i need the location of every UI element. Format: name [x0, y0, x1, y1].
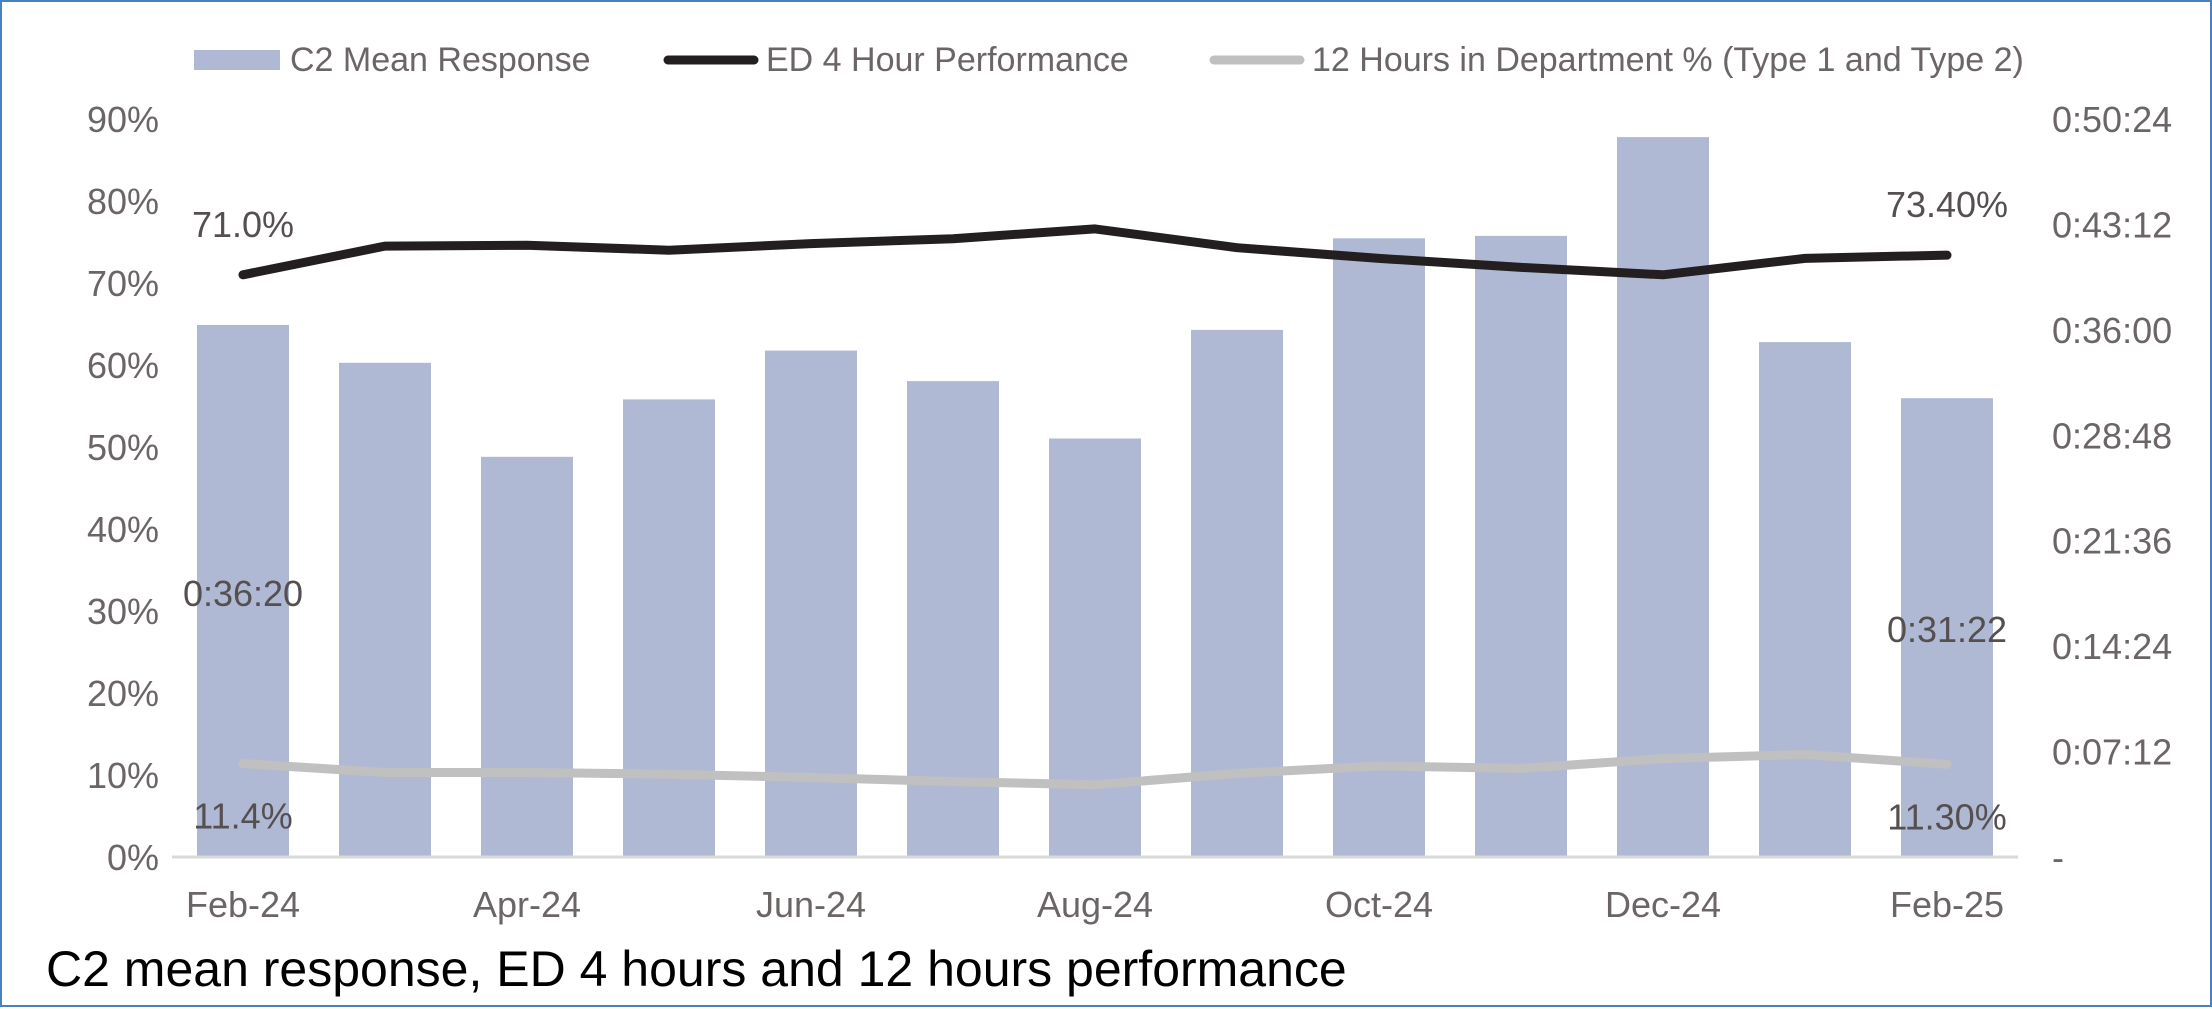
- y-left-tick-label: 40%: [87, 509, 159, 550]
- y-axis-left-ticks: 0% 10% 20% 30% 40% 50% 60% 70% 80% 90%: [87, 99, 159, 878]
- x-tick-label: Jun-24: [756, 884, 866, 925]
- legend-label-12-hours: 12 Hours in Department % (Type 1 and Typ…: [1312, 41, 2024, 79]
- y-right-tick-label: 0:28:48: [2052, 415, 2172, 456]
- bar-mar-24: [339, 362, 431, 857]
- y-left-tick-label: 50%: [87, 427, 159, 468]
- y-left-tick-label: 90%: [87, 99, 159, 140]
- x-tick-label: Aug-24: [1037, 884, 1153, 925]
- data-label-c2: 0:36:20: [183, 573, 303, 614]
- bars-c2-mean-response: [197, 137, 1993, 858]
- bar-dec-24: [1617, 137, 1709, 858]
- data-label-c2: 0:31:22: [1887, 609, 2007, 650]
- line-12-hours-in-department: [238, 750, 1952, 790]
- y-right-tick-label: 0:50:24: [2052, 99, 2172, 140]
- y-right-tick-label: 0:07:12: [2052, 732, 2172, 773]
- y-right-tick-label: 0:21:36: [2052, 521, 2172, 562]
- data-label-12-hours: 11.30%: [1887, 796, 2006, 837]
- data-label-12-hours: 11.4%: [193, 796, 292, 837]
- y-right-tick-label: -: [2052, 837, 2064, 878]
- y-left-tick-label: 70%: [87, 263, 159, 304]
- y-left-tick-label: 60%: [87, 345, 159, 386]
- y-left-tick-label: 10%: [87, 755, 159, 796]
- legend-label-ed-4-hour: ED 4 Hour Performance: [766, 41, 1129, 79]
- y-left-tick-label: 80%: [87, 181, 159, 222]
- line-ed-4-hour-performance: [238, 224, 1952, 280]
- bar-apr-24: [481, 456, 573, 857]
- x-tick-label: Feb-24: [186, 884, 300, 925]
- y-axis-right-ticks: - 0:07:12 0:14:24 0:21:36 0:28:48 0:36:00 0:43…: [2052, 99, 2172, 878]
- data-label-ed-4-hour: 71.0%: [192, 204, 294, 245]
- x-axis-ticks: Feb-24 Apr-24 Jun-24 Aug-24 Oct-24 Dec-24 Feb-…: [186, 884, 2004, 925]
- x-tick-label: Feb-25: [1890, 884, 2004, 925]
- x-tick-label: Apr-24: [473, 884, 581, 925]
- chart-caption: C2 mean response, ED 4 hours and 12 hour…: [46, 941, 1347, 997]
- y-right-tick-label: 0:43:12: [2052, 204, 2172, 245]
- bar-nov-24: [1475, 235, 1567, 857]
- bar-jan-25: [1759, 342, 1851, 858]
- data-label-ed-4-hour: 73.40%: [1886, 184, 2008, 225]
- bar-oct-24: [1333, 238, 1425, 858]
- y-right-tick-label: 0:14:24: [2052, 626, 2172, 667]
- legend: C2 Mean Response ED 4 Hour Performance 1…: [194, 41, 2024, 79]
- y-right-tick-label: 0:36:00: [2052, 310, 2172, 351]
- y-left-tick-label: 0%: [107, 837, 159, 878]
- bar-feb-25: [1901, 398, 1993, 857]
- bar-may-24: [623, 399, 715, 857]
- y-left-tick-label: 30%: [87, 591, 159, 632]
- x-tick-label: Oct-24: [1325, 884, 1433, 925]
- data-labels: 71.0% 73.40% 0:36:20 0:31:22 11.4% 11.30%: [183, 184, 2008, 837]
- x-tick-label: Dec-24: [1605, 884, 1721, 925]
- legend-swatch-c2-mean-response: [194, 50, 280, 70]
- line-series: [238, 224, 1952, 790]
- legend-label-c2-mean-response: C2 Mean Response: [290, 41, 591, 79]
- y-left-tick-label: 20%: [87, 673, 159, 714]
- bar-aug-24: [1049, 438, 1141, 857]
